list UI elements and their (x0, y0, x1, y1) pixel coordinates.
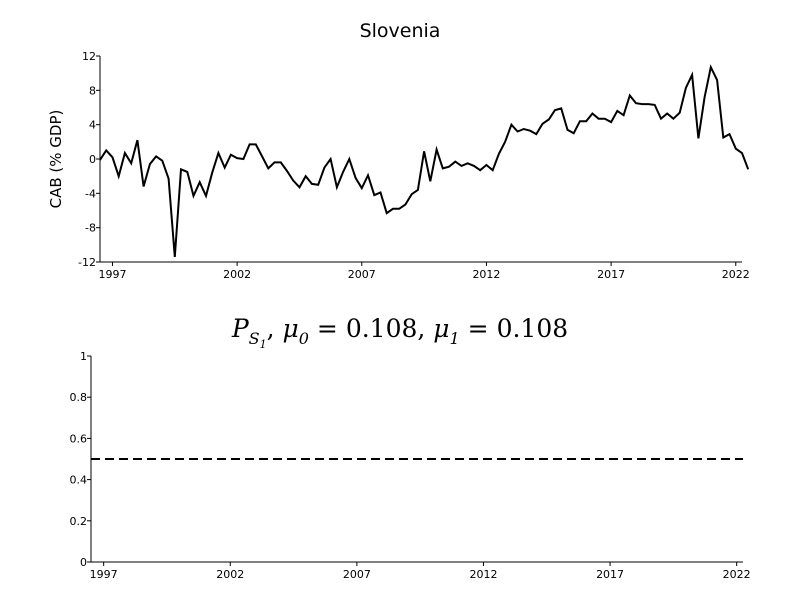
x-tick-label: 2007 (348, 268, 376, 281)
title-mu1-value: = 0.108 (460, 314, 568, 343)
x-tick-label: 2017 (596, 568, 624, 581)
x-tick-label: 2007 (343, 568, 371, 581)
y-tick-label: -4 (85, 187, 96, 200)
y-tick-label: 4 (89, 119, 96, 132)
probability-chart: PS1, μ0 = 0.108, μ1 = 0.108 00.20.40.60.… (70, 314, 751, 581)
title-comma: , (267, 314, 283, 343)
x-tick-label: 1997 (98, 268, 126, 281)
x-tick-label: 2002 (216, 568, 244, 581)
x-tick-label: 2012 (469, 568, 497, 581)
series-line (99, 64, 750, 257)
series (99, 64, 750, 257)
y-tick-label: -12 (78, 256, 96, 269)
y-tick-label: 0.8 (70, 391, 88, 404)
ticks: 0 0.2 0.4 0.6 0.8 1 1997 2002 2007 2012 2017 2022 (70, 350, 751, 581)
x-tick-label: 2022 (722, 268, 750, 281)
y-tick-label: 1 (80, 350, 87, 363)
title-subscript-s: S (249, 329, 260, 348)
y-tick-label: 0.6 (70, 432, 88, 445)
title-mu0-value: = 0.108, (309, 314, 433, 343)
y-tick-label: 0.4 (70, 474, 88, 487)
y-tick-label: -8 (85, 222, 96, 235)
x-tick-label: 2012 (472, 268, 500, 281)
y-tick-label: 0 (80, 556, 87, 569)
title-p: P (231, 314, 250, 343)
x-tick-label: 1997 (90, 568, 118, 581)
ticks: -12 -8 -4 0 4 8 12 1997 2002 2007 2012 2017 2022 (78, 50, 750, 281)
chart-title: PS1, μ0 = 0.108, μ1 = 0.108 (231, 314, 568, 351)
cab-chart: Slovenia CAB (% GDP) -12 -8 -4 0 4 8 12 1997 200… (47, 20, 750, 281)
y-axis-label: CAB (% GDP) (47, 110, 65, 209)
y-tick-label: 0.2 (70, 515, 88, 528)
x-tick-label: 2017 (597, 268, 625, 281)
chart-title: Slovenia (360, 20, 441, 42)
title-subscript-1: 1 (260, 338, 267, 351)
y-tick-label: 0 (89, 153, 96, 166)
x-tick-label: 2022 (723, 568, 751, 581)
title-mu0: μ (283, 314, 299, 343)
y-tick-label: 8 (89, 84, 96, 97)
axes (99, 56, 742, 263)
y-tick-label: 12 (82, 50, 96, 63)
title-mu1: μ (433, 314, 449, 343)
x-tick-label: 2002 (223, 268, 251, 281)
title-subscript-0: 0 (299, 329, 309, 348)
title-subscript-one: 1 (450, 329, 460, 348)
